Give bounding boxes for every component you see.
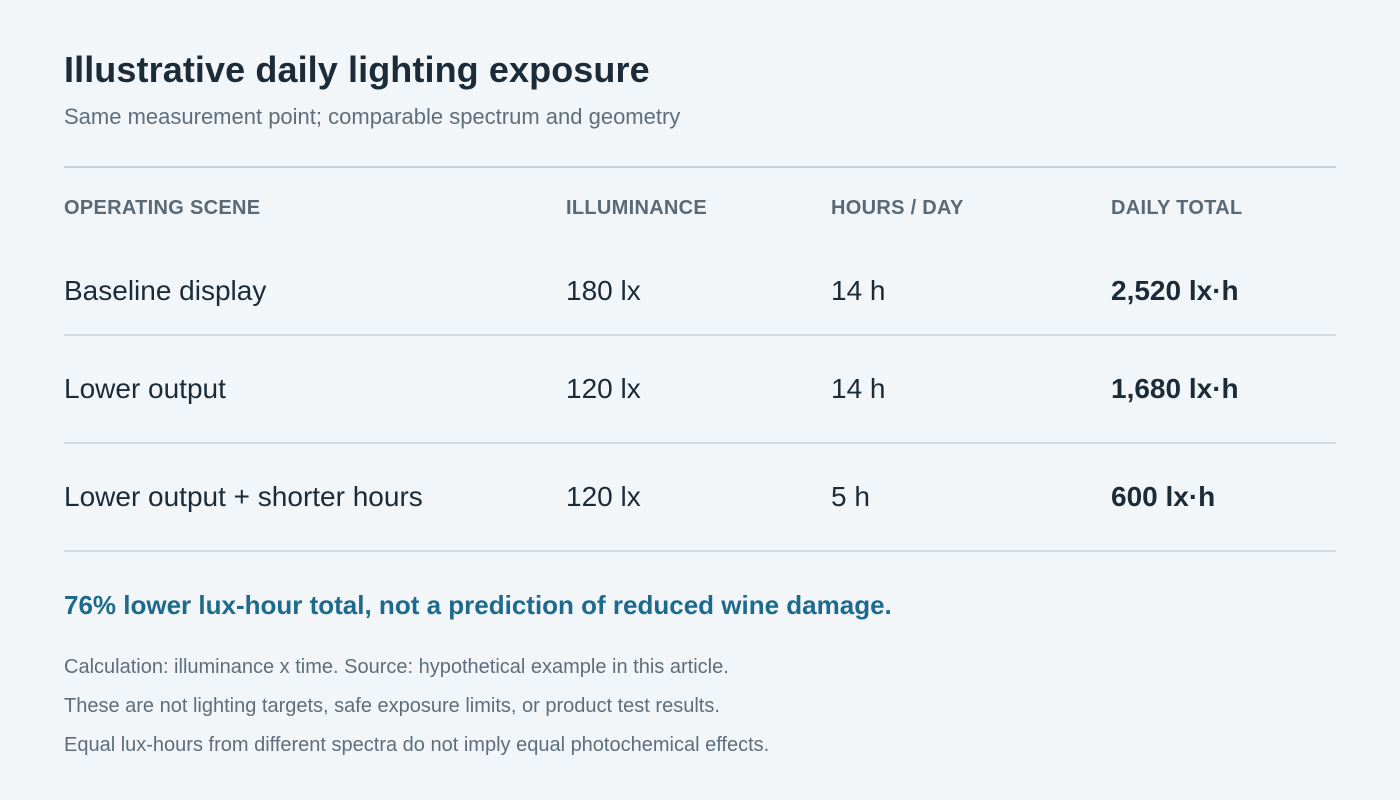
footnote: Calculation: illuminance x time. Source:… [64, 656, 729, 678]
cell-scene: Baseline display [64, 275, 267, 306]
footnote: These are not lighting targets, safe exp… [64, 695, 720, 717]
table-top-divider [64, 166, 1336, 168]
cell-daily-total: 600 lx·h [1111, 481, 1216, 512]
cell-illuminance: 120 lx [566, 373, 641, 404]
page-subtitle: Same measurement point; comparable spect… [64, 104, 681, 129]
cell-daily-total: 2,520 lx·h [1111, 275, 1239, 306]
footnotes: Calculation: illuminance x time. Source:… [64, 648, 1336, 765]
table-row: Baseline display 180 lx 14 h 2,520 lx·h [64, 248, 1336, 336]
footnote: Equal lux-hours from different spectra d… [64, 734, 770, 756]
cell-scene: Lower output [64, 373, 226, 404]
table-row: Lower output 120 lx 14 h 1,680 lx·h [64, 336, 1336, 444]
cell-scene: Lower output + shorter hours [64, 481, 423, 512]
cell-hours: 14 h [831, 373, 886, 404]
cell-hours: 5 h [831, 481, 870, 512]
key-finding: 76% lower lux-hour total, not a predicti… [64, 590, 892, 620]
header-hours-per-day: HOURS / DAY [831, 196, 964, 219]
table-header-row: OPERATING SCENE ILLUMINANCE HOURS / DAY … [64, 168, 1336, 248]
cell-illuminance: 180 lx [566, 275, 641, 306]
cell-illuminance: 120 lx [566, 481, 641, 512]
header-daily-total: DAILY TOTAL [1111, 196, 1243, 219]
exposure-table-card: Illustrative daily lighting exposure Sam… [64, 50, 1336, 765]
table-row: Lower output + shorter hours 120 lx 5 h … [64, 444, 1336, 552]
page-title: Illustrative daily lighting exposure [64, 49, 650, 90]
header-operating-scene: OPERATING SCENE [64, 196, 261, 219]
header-illuminance: ILLUMINANCE [566, 196, 708, 219]
cell-daily-total: 1,680 lx·h [1111, 373, 1239, 404]
cell-hours: 14 h [831, 275, 886, 306]
